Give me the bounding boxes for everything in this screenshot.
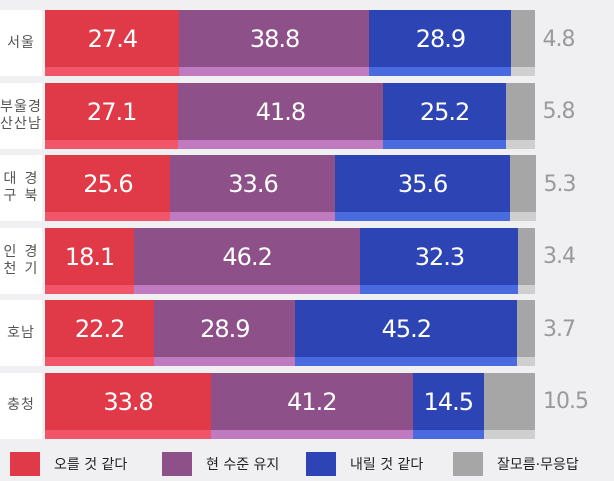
legend-swatch — [162, 452, 192, 476]
data-label: 33.6 — [228, 170, 278, 198]
bar-segment: 25.6 — [45, 155, 171, 221]
legend-swatch — [10, 452, 40, 476]
data-label: 27.4 — [87, 25, 138, 53]
data-label-outside: 10.5 — [543, 389, 589, 414]
bar-segment-highlight — [518, 284, 536, 294]
bar-segment: 45.2 — [295, 300, 518, 366]
bar-segment-highlight — [45, 357, 155, 366]
bar-segment-highlight — [45, 139, 179, 149]
data-label-outside: 4.8 — [542, 26, 576, 52]
bar-segment: 41.8 — [177, 82, 384, 149]
bar-segment: 33.6 — [170, 155, 336, 221]
bar-segment — [506, 82, 535, 149]
legend-item: 내릴 것 같다 — [306, 452, 423, 476]
data-label: 38.8 — [249, 25, 300, 53]
bar-segment-highlight — [382, 139, 507, 149]
legend-label: 오를 것 같다 — [54, 457, 128, 473]
bar-segment: 25.2 — [382, 82, 507, 149]
bar-segment-highlight — [210, 429, 413, 439]
category-label: 부산 울산 경남 — [0, 82, 42, 149]
bar-segment-highlight — [295, 357, 518, 366]
bar-segment-highlight — [45, 429, 212, 439]
bar-segment-highlight — [170, 212, 336, 221]
data-label: 28.9 — [415, 25, 466, 53]
bar-segment — [518, 227, 536, 294]
bar-segment-highlight — [369, 67, 512, 76]
bar-segment: 41.2 — [210, 372, 413, 439]
data-label: 27.1 — [86, 97, 137, 126]
bar-segment-highlight — [510, 67, 535, 76]
bar-segment: 22.2 — [45, 300, 155, 366]
bar-segment: 35.6 — [335, 155, 511, 221]
data-label: 33.8 — [103, 387, 153, 416]
bar-segment-highlight — [335, 212, 511, 221]
bar-segment-highlight — [516, 357, 536, 366]
data-label: 32.3 — [414, 242, 465, 271]
data-label: 35.6 — [397, 170, 448, 198]
data-label: 18.1 — [64, 242, 115, 271]
legend-item: 잘모름·무응답 — [453, 452, 579, 476]
bar-segment — [516, 300, 536, 366]
data-label: 46.2 — [222, 242, 272, 271]
legend-label: 내릴 것 같다 — [350, 457, 424, 473]
data-label: 45.2 — [381, 315, 432, 343]
data-label: 41.2 — [287, 387, 337, 416]
bar-segment: 14.5 — [412, 372, 485, 439]
legend-swatch — [453, 452, 483, 476]
bar-segment: 46.2 — [133, 227, 361, 294]
category-label: 호남 — [0, 300, 42, 366]
category-label: 충청 — [0, 372, 42, 439]
bar-segment-highlight — [179, 67, 370, 76]
data-label: 22.2 — [74, 315, 125, 343]
data-label: 28.9 — [200, 315, 250, 343]
bar-segment-highlight — [153, 357, 296, 366]
legend-label: 현 수준 유지 — [206, 457, 280, 473]
bar-segment-highlight — [483, 429, 536, 439]
bar-segment — [509, 155, 536, 221]
bar-segment-highlight — [360, 284, 519, 294]
bar-segment-highlight — [509, 212, 536, 221]
bar-segment-highlight — [506, 139, 535, 149]
category-label: 서울 — [0, 10, 42, 76]
bar-segment: 28.9 — [153, 300, 296, 366]
data-label: 25.2 — [419, 97, 470, 126]
category-label: 대구 경북 — [0, 155, 42, 221]
bar-segment: 33.8 — [45, 372, 212, 439]
legend-swatch — [306, 452, 336, 476]
legend-label: 잘모름·무응답 — [497, 457, 579, 473]
bar-segment — [510, 10, 535, 76]
data-label-outside: 5.3 — [543, 171, 576, 197]
data-label: 41.8 — [255, 97, 306, 126]
bar-segment: 27.1 — [45, 82, 179, 149]
bar-segment-highlight — [45, 284, 135, 294]
bar-segment: 27.4 — [45, 10, 180, 76]
bar-segment-highlight — [133, 284, 361, 294]
bar-segment-highlight — [412, 429, 485, 439]
legend-item: 현 수준 유지 — [162, 452, 279, 476]
data-label: 25.6 — [83, 170, 133, 198]
legend: 오를 것 같다 현 수준 유지 내릴 것 같다 잘모름·무응답 — [0, 444, 614, 481]
data-label-outside: 3.7 — [543, 316, 576, 342]
bar-segment: 18.1 — [45, 227, 135, 294]
data-label: 14.5 — [423, 387, 474, 416]
bar-segment — [483, 372, 536, 439]
category-label: 인천 경기 — [0, 227, 42, 294]
data-label-outside: 3.4 — [543, 244, 576, 269]
bar-segment: 32.3 — [360, 227, 519, 294]
data-label-outside: 5.8 — [542, 99, 576, 124]
bar-segment: 38.8 — [179, 10, 370, 76]
bar-segment: 28.9 — [369, 10, 512, 76]
bar-segment-highlight — [45, 212, 171, 221]
bar-segment-highlight — [45, 67, 180, 76]
legend-item: 오를 것 같다 — [10, 452, 127, 476]
bar-segment-highlight — [177, 139, 384, 149]
